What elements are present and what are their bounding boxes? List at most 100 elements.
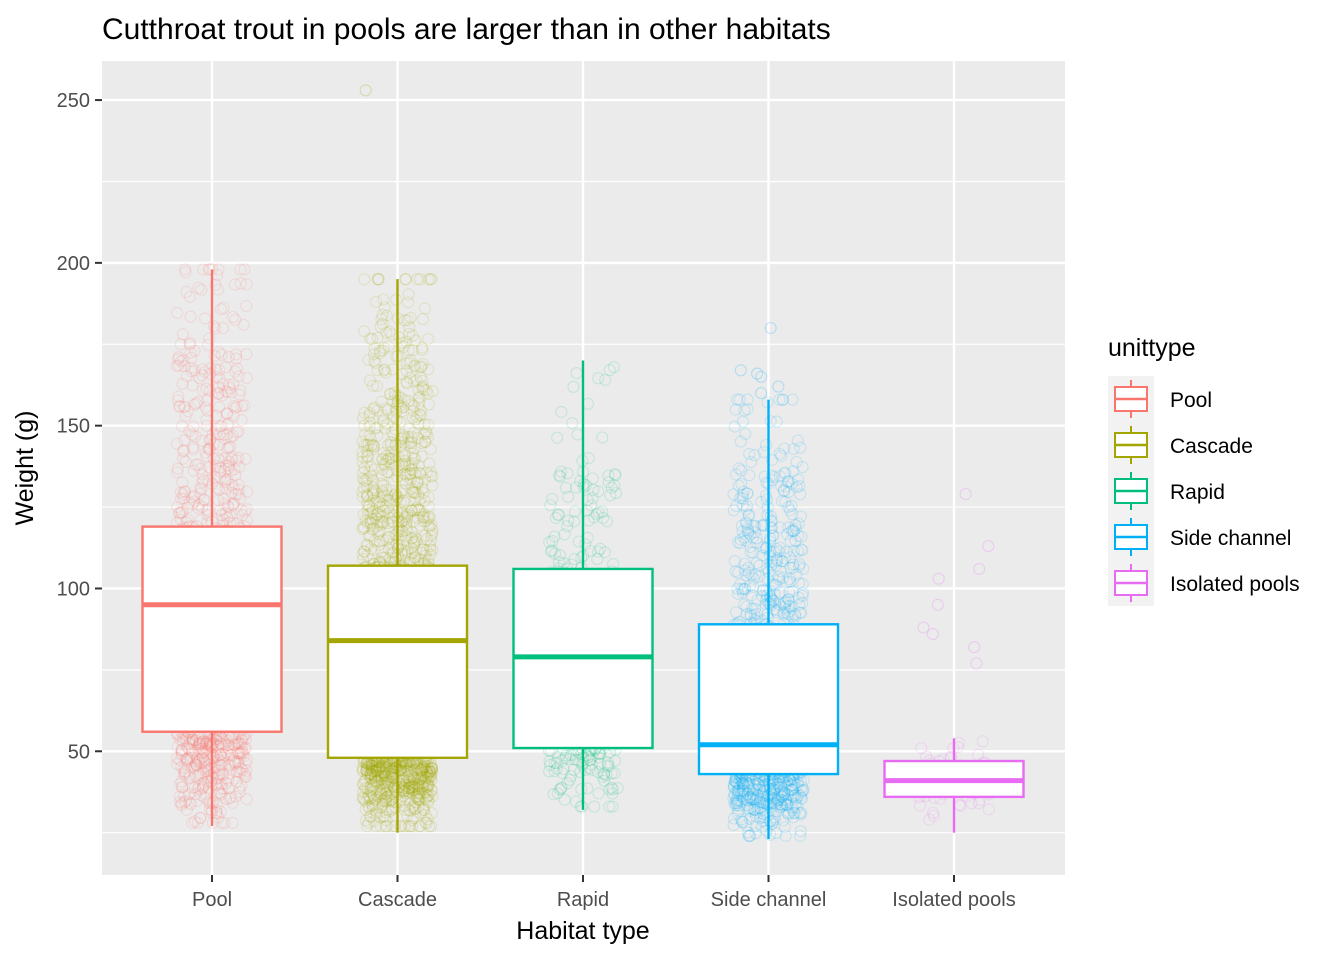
data-point [567,515,581,528]
data-point [178,263,192,276]
data-point [380,402,393,415]
data-point [378,364,391,377]
data-point [387,764,400,778]
data-point [202,775,215,788]
data-point [390,784,403,798]
data-point [731,784,744,797]
data-point [423,510,436,523]
data-point [372,516,385,529]
data-point [410,790,423,803]
box [697,623,840,776]
data-point [219,792,233,805]
data-point [361,820,374,833]
data-point [782,593,795,606]
data-point [235,414,248,427]
data-point [742,509,755,522]
data-point [382,776,395,789]
data-point [221,772,234,785]
data-point [400,521,413,534]
data-point [361,444,374,457]
data-point [356,466,370,480]
data-point [370,766,383,779]
data-point [366,438,379,451]
data-point [376,551,389,564]
data-point [361,549,374,562]
data-point [416,380,430,393]
data-point [748,803,761,816]
data-point [784,774,797,788]
data-point [779,798,792,811]
data-point [549,547,562,560]
data-point [404,440,417,453]
data-point [792,517,805,530]
data-point [405,769,419,782]
data-point [186,441,200,454]
data-point [747,788,760,801]
data-point [387,771,400,784]
data-point [405,525,419,539]
data-point [222,417,235,430]
data-point [175,492,188,505]
data-point [204,733,217,746]
legend-label: Isolated pools [1170,573,1300,596]
data-point [223,767,236,780]
data-point [731,536,744,549]
data-point [405,482,418,495]
data-point [392,764,405,777]
data-point [551,508,564,521]
data-point [764,510,777,523]
data-point [404,473,417,486]
data-point [736,415,749,428]
data-point [789,789,802,802]
data-point [382,776,395,789]
data-point [602,469,615,482]
data-point [744,610,757,623]
data-point [394,758,407,771]
data-point [424,771,438,784]
data-point [414,409,427,422]
data-point [382,790,395,803]
data-point [380,326,393,339]
data-point [749,819,762,832]
data-point [417,770,430,783]
data-point [216,767,229,780]
data-point [173,506,186,519]
data-point [377,414,390,427]
data-point [177,768,190,781]
data-point [580,749,593,762]
data-point [367,440,380,453]
data-point [567,380,580,393]
data-point [213,786,226,800]
data-point [224,431,237,444]
data-point [766,774,779,787]
data-point [184,798,198,811]
data-point [411,410,424,423]
data-point [789,792,803,805]
data-point [375,769,389,783]
data-point [394,339,407,352]
data-point [755,495,768,508]
data-point [559,751,572,764]
data-point [371,527,385,540]
data-point [417,543,430,556]
data-point [419,425,432,438]
data-point [400,364,413,377]
data-point [176,734,189,747]
data-point [789,519,802,532]
data-point [419,549,432,562]
data-point [390,350,403,363]
data-point [406,820,419,833]
data-point [784,534,797,548]
data-point [583,753,596,766]
data-point [406,343,419,357]
data-point [743,781,756,794]
data-point [361,768,374,781]
data-point [393,781,406,794]
data-point [754,812,767,825]
data-point [795,785,808,798]
data-point [421,769,434,782]
data-point [226,429,240,442]
data-point [360,538,373,551]
data-point [235,733,248,746]
data-point [177,762,190,775]
